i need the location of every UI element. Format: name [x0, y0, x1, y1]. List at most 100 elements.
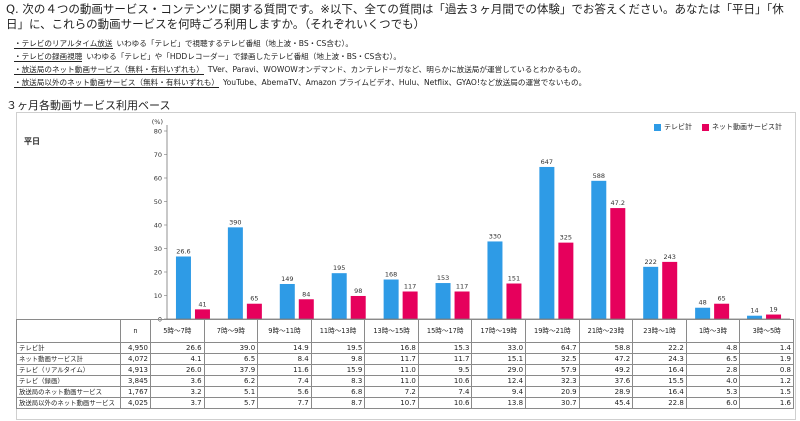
table-cell: 58.8 — [578, 342, 634, 354]
table-cell: 5.6 — [257, 386, 312, 398]
table-row-label: 放送局のネット動画サービス — [16, 386, 121, 398]
bar-net — [610, 208, 626, 319]
bar-data-label: 151 — [508, 275, 520, 283]
bar-data-label: 65 — [717, 295, 725, 303]
legend-item-net: ネット動画サービス計 — [702, 122, 782, 132]
bar-net — [298, 299, 314, 319]
y-tick-label: 80 — [154, 127, 162, 135]
table-cell: 24.3 — [632, 353, 687, 365]
table-cell: 0.8 — [739, 364, 794, 376]
table-cell: 16.4 — [632, 364, 687, 376]
table-header-n: n — [120, 319, 151, 343]
table-cell: 5.3 — [685, 386, 741, 398]
bar-data-label: 390 — [229, 218, 241, 226]
legend-label-tv: テレビ計 — [664, 123, 692, 131]
table-cell-n: 4,025 — [120, 397, 151, 409]
bar-tv — [227, 227, 243, 319]
table-cell: 11.7 — [417, 353, 473, 365]
table-cell-n: 3,845 — [120, 375, 151, 387]
table-cell: 11.0 — [364, 375, 419, 387]
bar-tv — [643, 266, 659, 319]
bar-net — [194, 309, 210, 319]
table-row-label: テレビ（録画） — [16, 375, 121, 387]
legend-label-net: ネット動画サービス計 — [712, 123, 782, 131]
bar-data-label: 14 — [750, 307, 758, 315]
bar-data-label: 325 — [560, 234, 572, 242]
table-cell: 33.0 — [471, 342, 527, 354]
bar-tv — [331, 273, 347, 319]
table-cell: 6.5 — [203, 353, 259, 365]
table-cell: 26.0 — [150, 364, 205, 376]
table-cell: 16.8 — [364, 342, 419, 354]
table-cell: 1.5 — [739, 386, 794, 398]
definition-desc: YouTube、AbemaTV、Amazon プライムビデオ、Hulu、Netf… — [223, 78, 587, 87]
bar-data-label: 41 — [198, 300, 206, 308]
chart-legend: テレビ計 ネット動画サービス計 — [654, 122, 782, 132]
table-row: 放送局のネット動画サービス 1,767 3.2 5.1 5.6 6.8 7.2 7.4 9.4 2… — [16, 386, 794, 398]
definition-desc: いわゆる「テレビ」や「HDDレコーダー」で録画したテレビ番組（地上波・BS・CS… — [86, 52, 401, 61]
table-cell: 5.1 — [203, 386, 259, 398]
table-header-timeslot: 21時～23時 — [578, 319, 634, 343]
bar-data-label: 588 — [593, 172, 605, 180]
y-axis-unit-label: (%) — [152, 118, 163, 126]
legend-swatch-net — [702, 123, 709, 131]
bar-net — [454, 291, 470, 319]
table-cell: 6.2 — [203, 375, 259, 387]
table-cell: 11.6 — [257, 364, 312, 376]
table-cell: 3.2 — [150, 386, 205, 398]
table-cell: 3.7 — [150, 397, 205, 409]
table-cell: 7.4 — [257, 375, 312, 387]
table-cell: 6.5 — [685, 353, 741, 365]
bar-tv — [591, 180, 607, 319]
bar-tv — [383, 279, 399, 319]
table-cell-n: 1,767 — [120, 386, 151, 398]
table-cell: 29.0 — [471, 364, 527, 376]
table-cell: 22.2 — [632, 342, 687, 354]
section-title: ３ヶ月各動画サービス利用ベース — [6, 99, 171, 112]
table-cell: 7.7 — [257, 397, 312, 409]
y-tick-label: 20 — [154, 268, 162, 276]
bar-net — [662, 261, 678, 319]
table-cell: 10.6 — [417, 375, 473, 387]
bar-tv — [747, 315, 763, 319]
table-cell: 20.9 — [525, 386, 580, 398]
table-cell: 16.4 — [632, 386, 687, 398]
table-cell: 39.0 — [203, 342, 259, 354]
table-cell: 9.4 — [471, 386, 527, 398]
bar-data-label: 149 — [281, 275, 293, 283]
y-tick-label: 30 — [154, 245, 162, 253]
table-cell: 7.4 — [417, 386, 473, 398]
table-cell: 6.8 — [310, 386, 366, 398]
bar-tv — [487, 241, 503, 319]
table-cell: 4.1 — [150, 353, 205, 365]
table-header-timeslot: 11時～13時 — [310, 319, 366, 343]
bar-data-label: 330 — [489, 232, 501, 240]
table-cell: 10.7 — [364, 397, 419, 409]
table-row: ネット動画サービス計 4,072 4.1 6.5 8.4 9.8 11.7 11.7 15.1 3… — [16, 353, 794, 365]
bar-data-label: 48 — [698, 299, 706, 307]
table-cell: 4.0 — [685, 375, 741, 387]
table-header-timeslot: 1時～3時 — [685, 319, 741, 343]
table-cell: 8.3 — [310, 375, 366, 387]
bar-data-label: 98 — [354, 287, 362, 295]
bar-tv — [539, 166, 555, 319]
legend-item-tv: テレビ計 — [654, 122, 692, 132]
table-cell: 64.7 — [525, 342, 580, 354]
table-cell: 2.8 — [685, 364, 741, 376]
definitions-list: ・テレビのリアルタイム放送 いわゆる「テレビ」で視聴するテレビ番組（地上波・BS・… — [14, 38, 794, 90]
bar-data-label: 117 — [456, 283, 468, 291]
bar-net — [558, 242, 574, 319]
table-cell-n: 4,950 — [120, 342, 151, 354]
table-cell: 5.7 — [203, 397, 259, 409]
table-cell: 3.6 — [150, 375, 205, 387]
table-cell: 37.6 — [578, 375, 634, 387]
definition-desc: いわゆる「テレビ」で視聴するテレビ番組（地上波・BS・CS含む）。 — [116, 39, 353, 48]
definition-term: ・放送局以外のネット動画サービス（無料・有料いずれも） — [14, 78, 220, 88]
table-header-row: n 5時～7時 7時～9時 9時～11時 11時～13時 13時～15時 15時～17時 1… — [16, 319, 794, 343]
bar-tv — [279, 283, 295, 319]
table-cell: 9.5 — [417, 364, 473, 376]
table-cell: 15.1 — [471, 353, 527, 365]
bar-data-label: 47.2 — [611, 199, 625, 207]
table-row-label: テレビ（リアルタイム） — [16, 364, 121, 376]
